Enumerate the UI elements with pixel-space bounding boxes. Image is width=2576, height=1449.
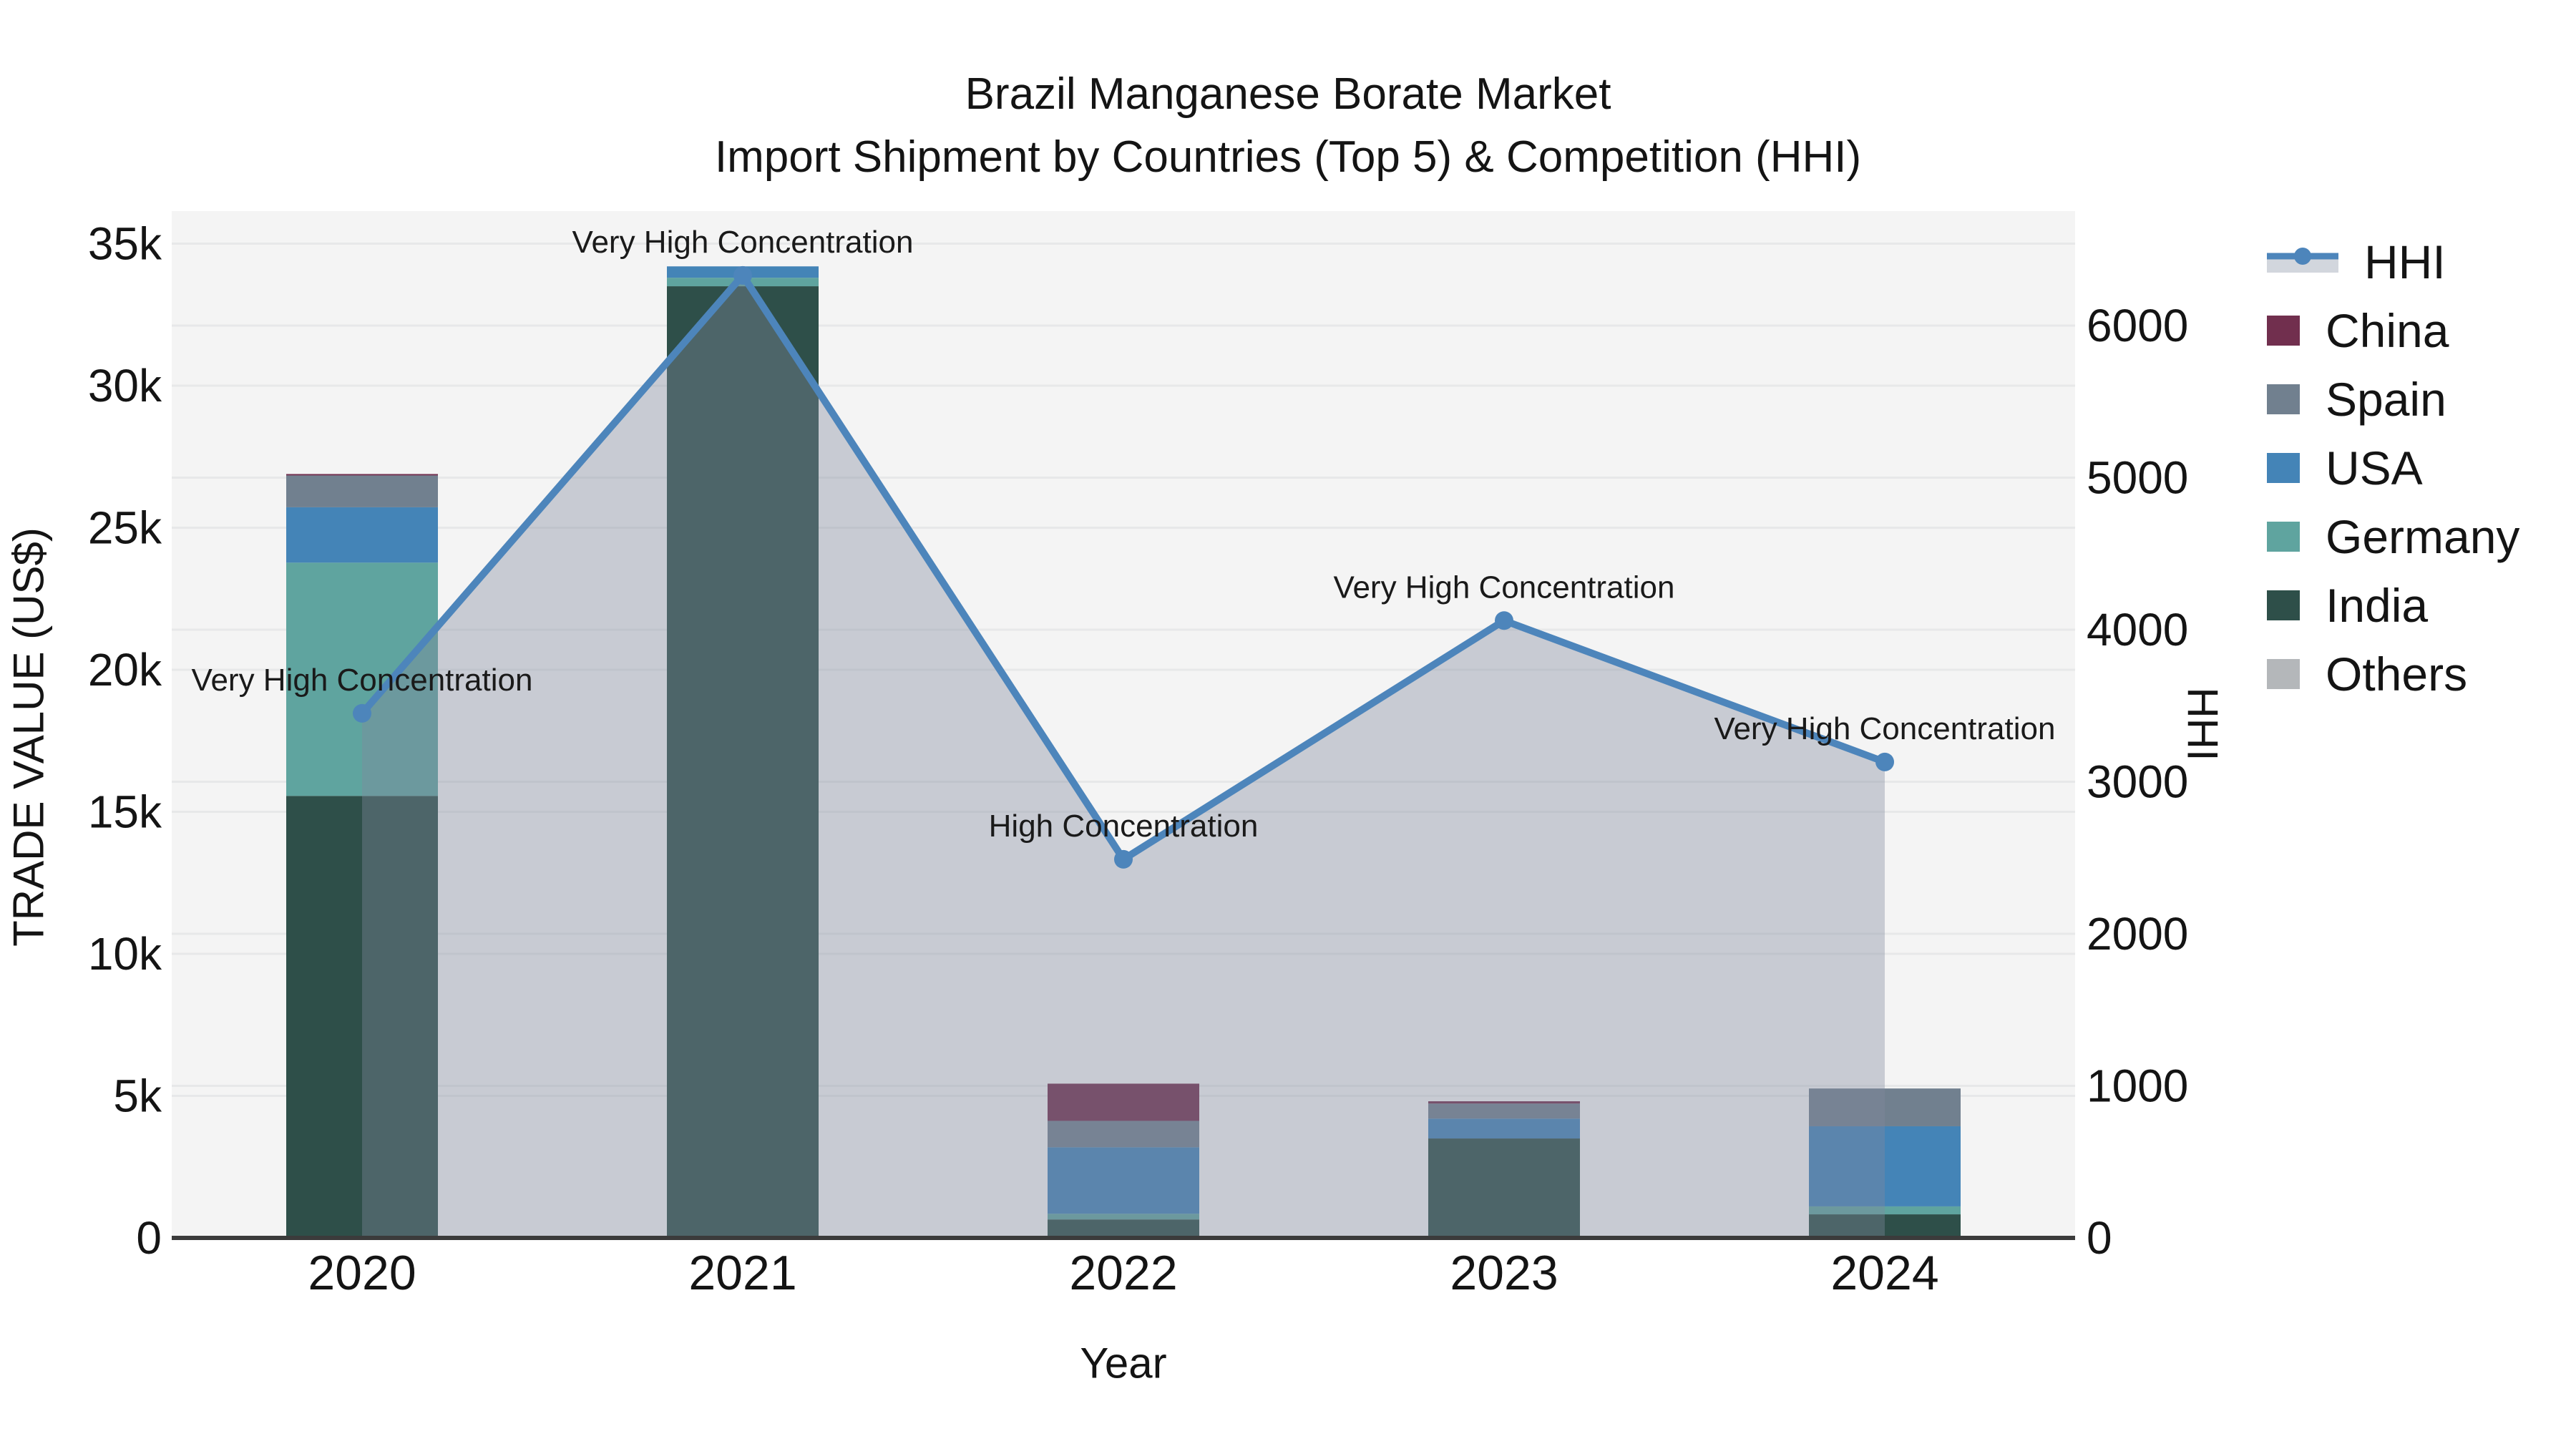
x-tick-2021: 2021	[688, 1246, 796, 1300]
bar-segment-india-2022	[1048, 1219, 1199, 1238]
annotation-2024: Very High Concentration	[1714, 711, 2056, 746]
legend-label-hhi: HHI	[2364, 235, 2446, 288]
y-right-tick: 0	[2087, 1212, 2112, 1264]
legend-item-hhi[interactable]: HHI	[2267, 228, 2519, 296]
bar-segment-usa-2024	[1809, 1126, 1961, 1206]
bar-segment-usa-2020	[286, 507, 438, 563]
hhi-point-2020	[353, 703, 371, 723]
legend-label-usa: USA	[2326, 441, 2423, 494]
y-right-tick: 5000	[2087, 452, 2188, 504]
bar-segment-germany-2020	[286, 562, 438, 796]
hhi-area	[362, 275, 1885, 1238]
y-left-tick: 5k	[113, 1070, 162, 1122]
bar-segment-spain-2020	[286, 475, 438, 507]
bar-segment-india-2021	[667, 286, 819, 1238]
others-color-swatch-icon	[2267, 659, 2300, 689]
y-left-tick: 15k	[88, 786, 162, 838]
china-color-swatch-icon	[2267, 316, 2300, 346]
bar-segment-china-2023	[1428, 1101, 1580, 1104]
legend-item-india[interactable]: India	[2267, 571, 2519, 640]
y-left-axis-title: TRADE VALUE (US$)	[4, 527, 53, 947]
bar-segment-china-2020	[286, 474, 438, 476]
annotation-2023: Very High Concentration	[1334, 570, 1675, 605]
y-right-tick: 4000	[2087, 604, 2188, 655]
plot-area	[172, 211, 2075, 1238]
y-left-tick: 20k	[88, 644, 162, 696]
hhi-point-2023	[1495, 611, 1513, 630]
y-right-tick: 6000	[2087, 300, 2188, 351]
legend-label-others: Others	[2326, 648, 2468, 701]
bar-segment-germany-2024	[1809, 1206, 1961, 1215]
bar-segment-india-2023	[1428, 1138, 1580, 1238]
x-tick-2020: 2020	[308, 1246, 416, 1300]
legend-item-germany[interactable]: Germany	[2267, 502, 2519, 571]
legend: HHI China Spain USA Germany India Others	[2267, 228, 2519, 708]
bar-segment-china-2022	[1048, 1083, 1199, 1121]
y-right-tick: 1000	[2087, 1060, 2188, 1112]
y-left-tick: 35k	[88, 218, 162, 270]
bar-segment-usa-2022	[1048, 1147, 1199, 1214]
india-color-swatch-icon	[2267, 590, 2300, 620]
usa-color-swatch-icon	[2267, 453, 2300, 483]
x-axis-line	[172, 1236, 2075, 1240]
hhi-point-2022	[1114, 849, 1133, 869]
legend-item-others[interactable]: Others	[2267, 640, 2519, 708]
chart-title-line2: Import Shipment by Countries (Top 5) & C…	[714, 132, 1862, 182]
annotation-2021: Very High Concentration	[572, 225, 914, 260]
legend-label-china: China	[2326, 304, 2449, 357]
x-tick-2022: 2022	[1069, 1246, 1177, 1300]
y-left-tick: 25k	[88, 502, 162, 554]
chart-title-line1: Brazil Manganese Borate Market	[965, 69, 1611, 119]
hhi-point-2024	[1875, 752, 1894, 771]
spain-color-swatch-icon	[2267, 384, 2300, 414]
x-tick-2024: 2024	[1830, 1246, 1938, 1300]
bar-segment-india-2024	[1809, 1214, 1961, 1238]
y-left-tick: 0	[136, 1212, 162, 1264]
hhi-point-2021	[733, 265, 752, 285]
legend-item-usa[interactable]: USA	[2267, 434, 2519, 502]
bar-segment-usa-2023	[1428, 1118, 1580, 1139]
y-right-tick: 3000	[2087, 756, 2188, 808]
bar-segment-spain-2024	[1809, 1088, 1961, 1126]
annotation-2022: High Concentration	[989, 809, 1259, 844]
x-axis-title: Year	[1080, 1339, 1167, 1387]
y-left-tick: 10k	[88, 928, 162, 980]
germany-color-swatch-icon	[2267, 522, 2300, 552]
legend-label-spain: Spain	[2326, 373, 2446, 426]
bar-segment-spain-2022	[1048, 1121, 1199, 1148]
legend-label-germany: Germany	[2326, 510, 2520, 563]
legend-label-india: India	[2326, 579, 2429, 632]
annotation-2020: Very High Concentration	[192, 663, 533, 698]
legend-item-china[interactable]: China	[2267, 296, 2519, 365]
x-tick-2023: 2023	[1450, 1246, 1558, 1300]
hhi-line-swatch-icon	[2267, 248, 2338, 273]
y-right-axis-title: HHI	[2178, 687, 2227, 761]
bar-segment-germany-2022	[1048, 1214, 1199, 1220]
legend-item-spain[interactable]: Spain	[2267, 365, 2519, 434]
bar-segment-india-2020	[286, 796, 438, 1238]
bar-segment-spain-2023	[1428, 1103, 1580, 1119]
y-right-tick: 2000	[2087, 908, 2188, 960]
y-left-tick: 30k	[88, 360, 162, 411]
chart-title: Brazil Manganese Borate Market Import Sh…	[0, 63, 2576, 189]
